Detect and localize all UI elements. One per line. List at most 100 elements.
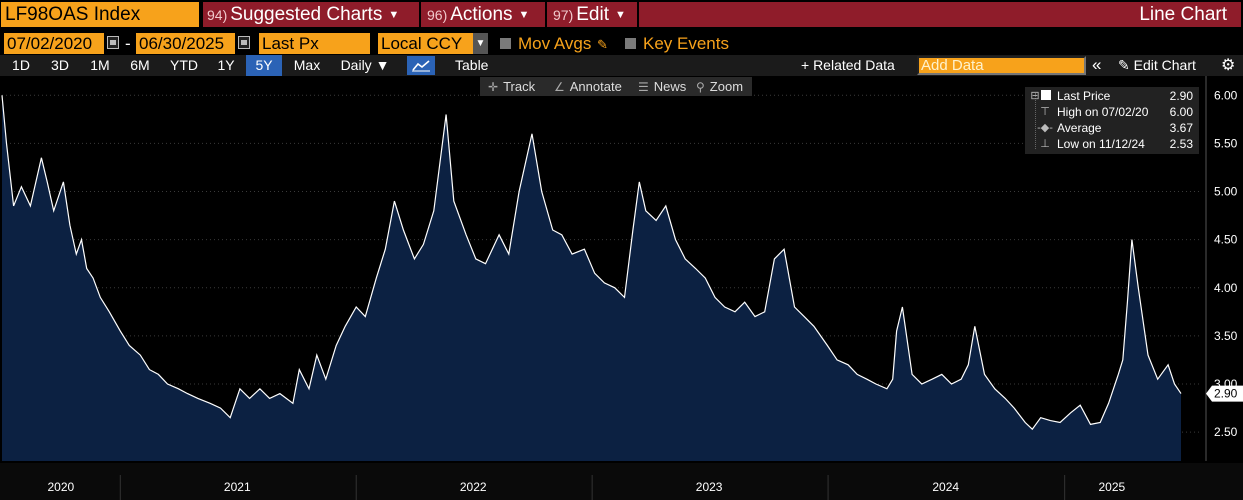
x-tick-label: 2024 (932, 480, 959, 494)
range-toolbar: 1D 3D 1M 6M YTD 1Y 5Y Max Daily ▼ Table … (0, 55, 1243, 76)
table-tab[interactable]: Table (455, 57, 489, 73)
add-data-input[interactable] (917, 56, 1086, 75)
end-date-field[interactable]: 06/30/2025 (136, 33, 235, 54)
high-marker-icon: ⊤ (1040, 106, 1050, 118)
calendar-icon[interactable] (107, 36, 119, 49)
y-tick-label: 4.00 (1214, 281, 1238, 295)
last-value-tag: 2.90 (1206, 385, 1243, 402)
line-chart[interactable]: 2.503.003.504.004.505.005.506.00 2020 202… (0, 76, 1243, 500)
range-3d[interactable]: 3D (51, 57, 69, 73)
ticker-field[interactable]: LF98OAS Index (1, 2, 199, 27)
legend-value: 2.90 (1169, 89, 1193, 103)
y-tick-label: 4.50 (1214, 233, 1238, 247)
menu-number: 97) (553, 7, 574, 23)
legend-value: 6.00 (1169, 105, 1193, 119)
currency-dropdown-icon[interactable]: ▼ (473, 33, 488, 54)
track-tool[interactable]: ✛ Track (488, 77, 535, 97)
y-tick-label: 5.00 (1214, 185, 1238, 199)
chart-tools: ✛ Track ∠ Annotate ☰ News ⚲ Zoom (480, 77, 752, 96)
caret-down-icon: ▼ (518, 9, 530, 21)
x-tick-label: 2023 (696, 480, 723, 494)
key-events-checkbox[interactable] (625, 38, 636, 49)
menu-label: Suggested Charts (230, 4, 383, 25)
annotate-icon: ∠ (554, 80, 565, 94)
series-swatch (1041, 90, 1051, 100)
caret-down-icon: ▼ (614, 9, 626, 21)
chart-type-label: Line Chart (1139, 4, 1227, 25)
range-ytd[interactable]: YTD (170, 57, 198, 73)
range-1y[interactable]: 1Y (217, 57, 235, 73)
menu-label: Actions (450, 4, 513, 25)
annotate-label: Annotate (569, 79, 622, 94)
menu-number: 94) (207, 7, 228, 23)
range-max[interactable]: Max (293, 57, 321, 73)
last-value-text: 2.90 (1214, 387, 1238, 401)
y-tick-label: 6.00 (1214, 88, 1238, 102)
legend-value: 3.67 (1169, 121, 1193, 135)
mov-avgs-label[interactable]: Mov Avgs (518, 34, 592, 53)
legend-box[interactable]: ⊟ Last Price 2.90 ⊤ High on 07/02/20 6.0… (1025, 87, 1199, 154)
range-6m[interactable]: 6M (130, 57, 150, 73)
pencil-icon: ✎ (1118, 57, 1134, 73)
x-axis: 2020 2021 2022 2023 2024 2025 (0, 463, 1243, 500)
gear-icon[interactable]: ⚙ (1221, 57, 1236, 74)
y-tick-label: 5.50 (1214, 136, 1238, 150)
range-1m[interactable]: 1M (90, 57, 110, 73)
legend-value: 2.53 (1169, 137, 1193, 151)
legend-label: Last Price (1057, 89, 1111, 103)
news-label: News (653, 79, 687, 94)
key-events-label[interactable]: Key Events (643, 34, 729, 53)
x-tick-label: 2025 (1098, 480, 1125, 494)
line-chart-icon[interactable] (407, 56, 435, 75)
price-field-selector[interactable]: Last Px (259, 33, 370, 54)
collapse-icon[interactable]: ⊟ (1030, 90, 1040, 102)
news-tool[interactable]: ☰ News (638, 77, 686, 97)
related-data-button[interactable]: + Related Data (801, 57, 895, 73)
last-value-marker (1206, 385, 1243, 402)
controls-bar: 07/02/2020 - 06/30/2025 Last Px Local CC… (0, 33, 1243, 55)
menu-divider (545, 2, 547, 27)
edit-chart-button[interactable]: ✎ Edit Chart (1118, 55, 1196, 76)
legend-row-last: ⊟ Last Price 2.90 (1025, 88, 1199, 104)
line-chart-glyph (412, 60, 430, 72)
edit-chart-label: Edit Chart (1133, 57, 1196, 73)
title-bar: LF98OAS Index 94) Suggested Charts ▼ 96) Ac… (0, 0, 1243, 29)
legend-row-average: -◆- Average 3.67 (1025, 120, 1199, 136)
caret-down-icon: ▼ (388, 9, 400, 21)
actions-menu[interactable]: 96) Actions ▼ (427, 2, 529, 27)
menu-number: 96) (427, 7, 448, 23)
frequency-selector[interactable]: Daily ▼ (340, 57, 390, 73)
zoom-label: Zoom (709, 79, 744, 94)
magnifier-icon: ⚲ (696, 80, 705, 94)
annotate-tool[interactable]: ∠ Annotate (554, 77, 622, 97)
collapse-icon[interactable]: « (1092, 55, 1102, 74)
average-marker-icon: -◆- (1037, 122, 1053, 134)
menu-bar: 94) Suggested Charts ▼ 96) Actions ▼ 97) Edit… (203, 2, 1241, 27)
crosshair-icon: ✛ (488, 80, 499, 94)
menu-label: Edit (576, 4, 609, 25)
price-area (2, 95, 1181, 462)
start-date-field[interactable]: 07/02/2020 (4, 33, 104, 54)
menu-divider (419, 2, 421, 27)
range-1d[interactable]: 1D (12, 57, 30, 73)
legend-row-high: ⊤ High on 07/02/20 6.00 (1025, 104, 1199, 120)
low-marker-icon: ⊥ (1040, 138, 1050, 150)
legend-label: Low on 11/12/24 (1057, 137, 1145, 151)
news-icon: ☰ (638, 80, 649, 94)
legend-bracket (1035, 93, 1037, 149)
legend-row-low: ⊥ Low on 11/12/24 2.53 (1025, 136, 1199, 152)
calendar-icon[interactable] (238, 36, 250, 49)
zoom-tool[interactable]: ⚲ Zoom (696, 77, 743, 97)
suggested-charts-menu[interactable]: 94) Suggested Charts ▼ (207, 2, 399, 27)
track-label: Track (503, 79, 536, 94)
x-axis-band (0, 463, 1243, 500)
edit-menu[interactable]: 97) Edit ▼ (553, 2, 626, 27)
mov-avgs-checkbox[interactable] (500, 38, 511, 49)
range-5y[interactable]: 5Y (246, 55, 282, 76)
currency-selector[interactable]: Local CCY (378, 33, 473, 54)
x-tick-label: 2021 (224, 480, 251, 494)
menu-divider (637, 2, 639, 27)
pencil-icon[interactable]: ✎ (597, 37, 608, 52)
legend-label: High on 07/02/20 (1057, 105, 1149, 119)
y-tick-label: 3.50 (1214, 329, 1238, 343)
